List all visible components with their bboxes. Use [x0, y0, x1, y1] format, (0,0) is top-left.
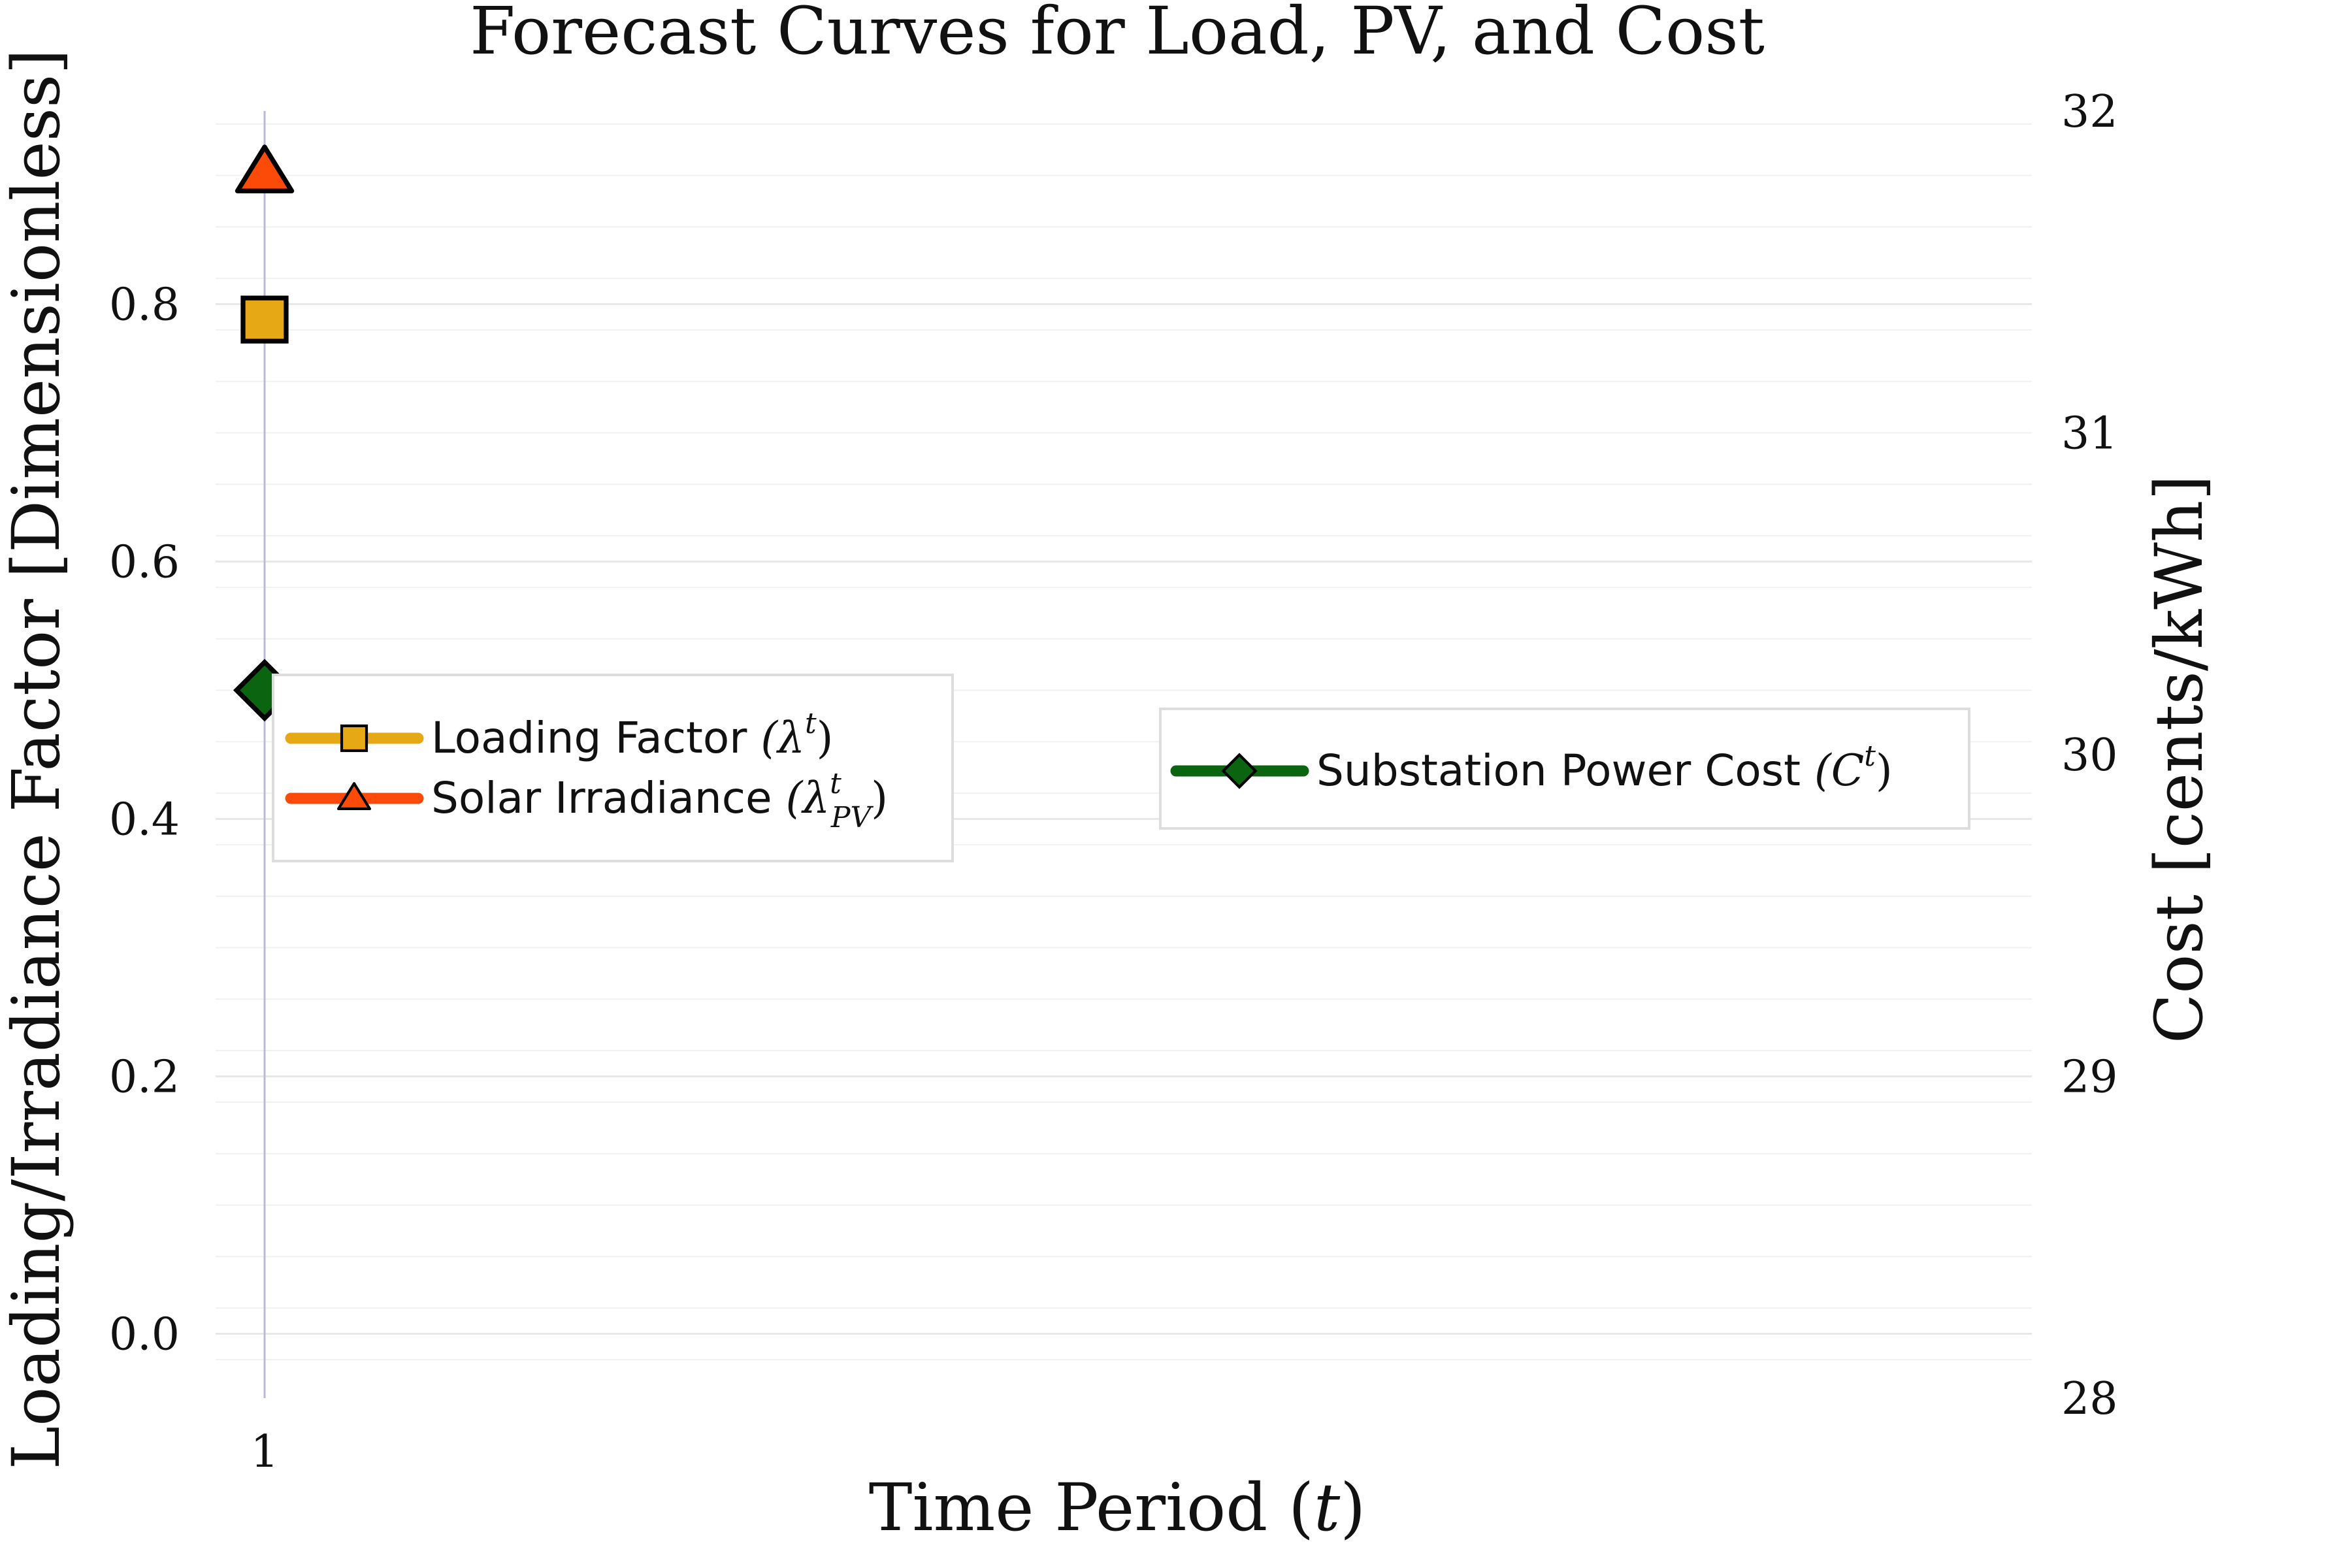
legend-label: Loading Factor (λt) [431, 707, 833, 763]
y-left-tick-label: 0.0 [109, 1309, 180, 1361]
legend-label: Solar Irradiance (λt PV) [431, 767, 888, 834]
y-right-tick-label: 32 [2061, 86, 2118, 138]
legend-math-sub: PV [830, 801, 874, 834]
legend-entry: Solar Irradiance (λt PV) [285, 767, 888, 834]
x-axis-label-var: t [1314, 1469, 1341, 1546]
x-tick-label: 1 [250, 1426, 278, 1478]
legend-math-close: ) [1876, 745, 1893, 796]
x-tick-labels: 1 [250, 1426, 278, 1478]
y-left-tick-label: 0.6 [109, 537, 180, 589]
legend-left-box [272, 674, 954, 862]
legend-diamond-icon [1221, 753, 1258, 789]
y-right-tick-label: 30 [2061, 730, 2118, 781]
legend-left: Loading Factor (λt) Solar Irradiance (λt… [272, 674, 954, 862]
legend-series-name: Solar Irradiance [431, 773, 786, 823]
x-axis-label: Time Period (t) [869, 1469, 1365, 1546]
legend-math: (λ [786, 773, 830, 823]
y-axis-left-label: Loading/Irradiance Factor [Dimensionless… [0, 49, 74, 1470]
y-right-tick-label: 31 [2061, 408, 2118, 460]
legend-triangle-icon [336, 782, 372, 811]
y-left-tick-label: 0.2 [109, 1052, 180, 1103]
y-left-tick-labels: 0.0 0.2 0.4 0.6 0.8 [109, 280, 180, 1361]
legend-label: Substation Power Cost (Ct) [1316, 740, 1893, 796]
legend-entry: Loading Factor (λt) [285, 707, 833, 763]
legend-math-sup: t [805, 707, 817, 740]
legend-series-name: Substation Power Cost [1316, 745, 1814, 796]
y-right-tick-label: 29 [2061, 1052, 2118, 1103]
legend-entry: Substation Power Cost (Ct) [1170, 740, 1893, 796]
legend-square-icon [340, 724, 368, 753]
legend-right: Substation Power Cost (Ct) [1159, 708, 1970, 830]
chart-title: Forecast Curves for Load, PV, and Cost [470, 0, 1765, 69]
y-left-tick-label: 0.8 [109, 280, 180, 331]
y-right-tick-label: 28 [2061, 1373, 2118, 1425]
y-axis-right-label: Cost [cents/kWh] [2141, 475, 2217, 1044]
y-right-tick-labels: 28 29 30 31 32 [2061, 86, 2118, 1425]
legend-math-close: ) [871, 773, 888, 823]
triangle-marker [235, 144, 295, 193]
legend-math-sup: t [830, 767, 841, 800]
square-marker [240, 295, 289, 344]
legend-series-name: Loading Factor [431, 713, 760, 763]
legend-math-close: ) [817, 713, 834, 763]
y-left-tick-label: 0.4 [109, 794, 180, 846]
x-axis-label-main: Time Period [869, 1469, 1267, 1546]
legend-math: (C [1814, 745, 1864, 796]
legend-math: (λ [760, 713, 805, 763]
legend-math-sup: t [1864, 740, 1876, 773]
